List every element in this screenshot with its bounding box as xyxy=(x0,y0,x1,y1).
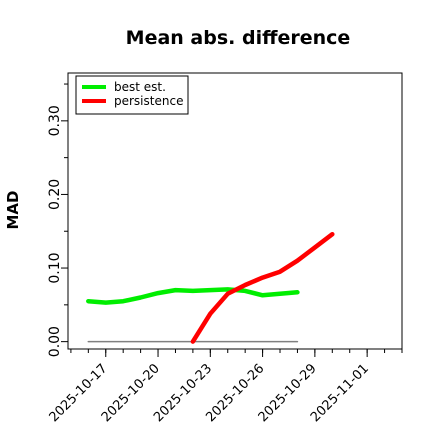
series-layer xyxy=(86,231,335,344)
legend-box xyxy=(75,75,189,115)
plot-frame xyxy=(67,72,403,350)
legend-label: persistence xyxy=(114,94,183,108)
y-tick-label: 0.30 xyxy=(47,105,63,136)
series-line-persistence xyxy=(190,231,335,344)
y-tick-label: 0.10 xyxy=(47,252,63,283)
legend-label: best est. xyxy=(114,80,166,94)
y-axis-label: MAD xyxy=(4,191,22,230)
axes: 0.000.100.200.302025-10-172025-10-202025… xyxy=(47,83,403,425)
chart-title: Mean abs. difference xyxy=(126,27,351,49)
series-line-best-est- xyxy=(86,287,300,305)
y-tick-label: 0.20 xyxy=(47,179,63,210)
legend: best est.persistence xyxy=(75,75,189,115)
y-tick-label: 0.00 xyxy=(47,326,63,357)
